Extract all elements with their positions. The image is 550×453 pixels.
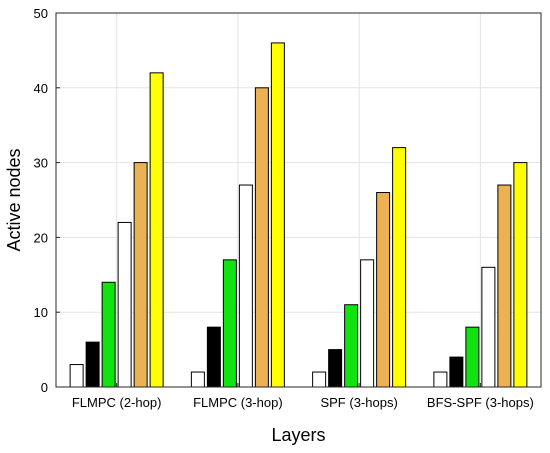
bar	[481, 266, 496, 388]
bar	[376, 192, 391, 388]
bar	[85, 341, 100, 388]
x-tick-labels: FLMPC (2-hop) FLMPC (3-hop) SPF (3-hops) BF…	[72, 383, 534, 410]
bar	[190, 371, 205, 388]
bar	[465, 326, 480, 388]
bar	[344, 304, 359, 388]
y-tick-label: 10	[34, 305, 48, 320]
x-category-label: FLMPC (3-hop)	[193, 395, 283, 410]
y-tick-label: 0	[41, 380, 48, 395]
y-tick-label: 50	[34, 6, 48, 21]
x-category-label: BFS-SPF (3-hops)	[427, 395, 534, 410]
bar	[449, 356, 464, 388]
bars	[69, 42, 528, 388]
bar	[133, 162, 148, 388]
y-tick-labels: 0 10 20 30 40 50	[34, 6, 60, 395]
bar	[433, 371, 448, 388]
bar	[149, 72, 164, 388]
bar	[117, 221, 132, 388]
x-category-label: SPF (3-hops)	[320, 395, 397, 410]
bar	[270, 42, 285, 388]
bar	[360, 259, 375, 388]
bar	[497, 184, 512, 388]
bar	[206, 326, 221, 388]
x-category-label: FLMPC (2-hop)	[72, 395, 162, 410]
y-tick-label: 40	[34, 81, 48, 96]
bar	[222, 259, 237, 388]
bar	[238, 184, 253, 388]
bar	[101, 281, 116, 388]
x-axis-label: Layers	[271, 425, 325, 445]
y-tick-label: 20	[34, 230, 48, 245]
bar	[392, 147, 407, 388]
bar	[254, 87, 269, 388]
bar	[328, 349, 343, 388]
bar	[312, 371, 327, 388]
plot-frame	[55, 12, 542, 388]
y-axis-label: Active nodes	[4, 148, 24, 251]
bar	[69, 364, 84, 388]
y-tick-label: 30	[34, 156, 48, 171]
bar	[513, 162, 528, 388]
